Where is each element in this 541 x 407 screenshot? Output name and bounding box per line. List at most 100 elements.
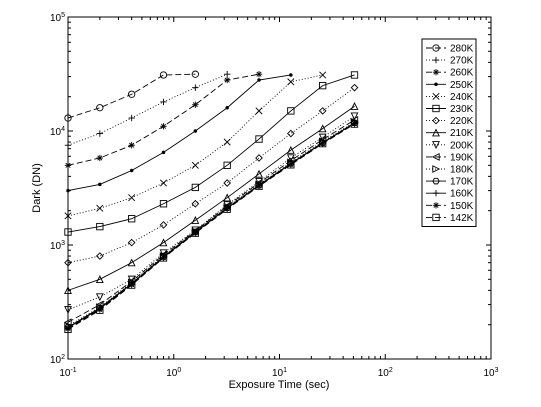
legend-marker bbox=[432, 56, 440, 64]
legend-label: 260K bbox=[450, 68, 474, 79]
legend-label: 170K bbox=[450, 177, 474, 188]
data-point bbox=[255, 70, 263, 78]
legend-entry: 260K bbox=[426, 68, 474, 79]
legend-label: 240K bbox=[450, 92, 474, 103]
series-line bbox=[67, 73, 228, 146]
legend-marker bbox=[434, 82, 438, 87]
series-270K bbox=[64, 70, 231, 149]
legend-marker bbox=[432, 104, 440, 113]
legend-label: 142K bbox=[450, 213, 474, 224]
series-line bbox=[67, 123, 355, 330]
x-tick-label: 100 bbox=[166, 367, 181, 379]
data-point bbox=[223, 70, 231, 78]
legend-entry: 230K bbox=[426, 104, 474, 115]
data-point bbox=[318, 124, 327, 133]
data-point bbox=[128, 114, 135, 122]
data-point bbox=[223, 161, 231, 169]
data-point bbox=[287, 161, 295, 168]
x-tick-label: 10-1 bbox=[59, 367, 76, 379]
series-240K bbox=[64, 71, 327, 220]
data-point bbox=[289, 73, 293, 77]
data-point bbox=[287, 129, 295, 138]
series-230K bbox=[64, 71, 359, 236]
plot-area bbox=[67, 16, 492, 360]
data-point bbox=[159, 249, 168, 258]
legend-marker bbox=[432, 44, 440, 52]
data-point bbox=[350, 83, 359, 92]
legend-marker bbox=[432, 92, 440, 100]
data-point bbox=[64, 286, 72, 295]
data-point bbox=[159, 71, 168, 79]
data-point bbox=[96, 306, 104, 314]
series-line bbox=[67, 115, 355, 311]
data-point bbox=[191, 161, 199, 169]
data-point bbox=[95, 275, 104, 283]
legend-marker bbox=[432, 141, 440, 150]
series-220K bbox=[64, 83, 359, 267]
data-point bbox=[159, 200, 168, 208]
data-point bbox=[64, 212, 72, 220]
data-point bbox=[223, 138, 231, 146]
legend-entry: 190K bbox=[426, 152, 474, 163]
data-point bbox=[98, 182, 102, 187]
data-point bbox=[64, 258, 72, 267]
y-tick-label: 105 bbox=[50, 12, 65, 24]
legend-label: 190K bbox=[450, 152, 474, 163]
data-point bbox=[255, 154, 263, 162]
data-point bbox=[350, 71, 359, 79]
data-point bbox=[350, 102, 359, 110]
data-point bbox=[161, 150, 166, 155]
x-axis-label: Exposure Time (sec) bbox=[229, 379, 330, 391]
data-point bbox=[255, 135, 263, 143]
data-point bbox=[159, 238, 168, 247]
data-point bbox=[287, 78, 295, 86]
data-point bbox=[128, 90, 136, 98]
series-142K bbox=[64, 120, 359, 334]
legend-label: 160K bbox=[450, 189, 474, 200]
legend-entry: 240K bbox=[426, 92, 474, 103]
series-line bbox=[67, 74, 355, 233]
data-point bbox=[66, 188, 70, 193]
data-point bbox=[192, 229, 199, 236]
data-point bbox=[159, 179, 168, 187]
data-point bbox=[64, 228, 72, 236]
legend-marker bbox=[432, 213, 440, 222]
legend-entry: 250K bbox=[426, 80, 474, 91]
data-point bbox=[350, 120, 359, 128]
series-line bbox=[67, 87, 355, 264]
legend-label: 150K bbox=[450, 201, 474, 212]
legend-entry: 180K bbox=[426, 165, 474, 176]
data-point bbox=[223, 193, 232, 202]
series-line bbox=[67, 119, 355, 323]
data-point bbox=[286, 145, 295, 154]
series-210K bbox=[64, 102, 359, 295]
data-point bbox=[96, 130, 104, 137]
data-point bbox=[160, 123, 167, 130]
y-tick-label: 102 bbox=[50, 354, 65, 366]
data-point bbox=[96, 222, 104, 231]
data-point bbox=[64, 162, 72, 169]
data-point bbox=[191, 70, 199, 78]
series-line bbox=[67, 121, 355, 327]
legend-label: 280K bbox=[450, 44, 474, 55]
data-point bbox=[255, 169, 263, 178]
y-tick-label: 104 bbox=[50, 126, 65, 138]
data-point bbox=[128, 194, 136, 202]
legend-entry: 160K bbox=[426, 189, 474, 200]
legend-label: 200K bbox=[450, 140, 474, 151]
axis-ticks: 10-1 100 101 102 103 102 103 104 105 bbox=[50, 12, 499, 379]
data-point bbox=[64, 306, 72, 315]
data-point bbox=[225, 105, 229, 110]
data-point bbox=[128, 142, 135, 149]
x-tick-label: 103 bbox=[483, 367, 498, 379]
legend-marker bbox=[432, 190, 440, 197]
data-point bbox=[159, 221, 168, 229]
data-point bbox=[96, 204, 104, 212]
data-point bbox=[191, 183, 199, 192]
data-point bbox=[96, 104, 104, 112]
legend-marker bbox=[431, 152, 440, 161]
legend-entry: 142K bbox=[426, 213, 474, 224]
data-point bbox=[127, 238, 136, 247]
data-point bbox=[223, 205, 231, 213]
data-point bbox=[257, 78, 261, 82]
